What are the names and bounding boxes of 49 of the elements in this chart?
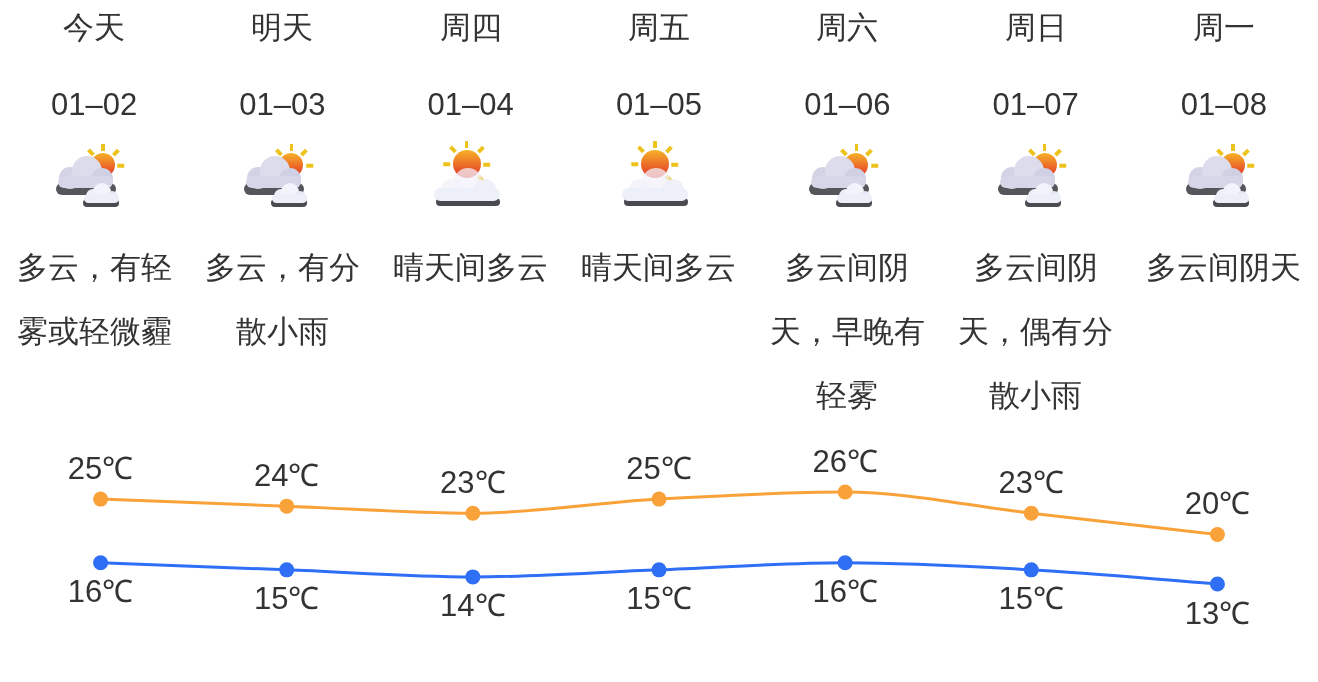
text: 晴天间多云 [580,249,738,287]
point [93,491,109,507]
data-label: 20℃ [1184,486,1251,522]
point [465,505,481,521]
text: 01–08 [1179,86,1268,124]
point [1209,576,1225,592]
data-label: 24℃ [253,457,320,493]
point [465,569,481,585]
point [651,562,667,578]
text: 晴天间多云 [392,249,550,287]
data-label: 25℃ [67,450,134,486]
text: 多云，有轻雾或轻微霾 [15,249,173,351]
text: 多云间阴天，早晚有轻雾 [768,249,926,415]
text: 01–05 [614,86,704,124]
point [837,484,853,500]
point [279,562,295,578]
x-tick-label: 周日 [1003,9,1068,47]
data-label: 23℃ [998,464,1065,500]
text: 01–07 [991,86,1080,124]
point [651,491,667,507]
data-label: 25℃ [626,450,692,486]
x-tick-label: 周一 [1191,9,1256,47]
point [93,555,109,571]
data-label: 15℃ [253,581,320,617]
x-tick-label: 周四 [438,9,503,47]
point [1023,505,1039,521]
point [837,555,853,571]
data-label: 13℃ [1184,595,1251,631]
text: 多云间阴天 [1145,249,1303,287]
text: 多云，有分散小雨 [203,249,361,351]
text: 01–06 [803,86,892,124]
point [1209,526,1225,542]
data-label: 14℃ [440,588,506,624]
x-tick-label: 明天 [250,9,315,47]
data-label: 15℃ [626,581,692,617]
x-tick-label: 周六 [815,9,880,47]
data-label: 23℃ [440,464,506,500]
x-tick-label: 周五 [627,9,691,47]
point [279,498,295,514]
text: 01–04 [426,86,515,124]
data-label: 15℃ [998,581,1065,617]
data-label: 16℃ [812,574,878,610]
text: 01–02 [50,86,139,124]
data-label: 26℃ [812,443,878,479]
data-label: 16℃ [67,574,134,610]
text: 多云间阴天，偶有分散小雨 [957,249,1115,415]
text: 01–03 [238,86,327,124]
point [1023,562,1039,578]
x-tick-label: 今天 [62,9,127,47]
